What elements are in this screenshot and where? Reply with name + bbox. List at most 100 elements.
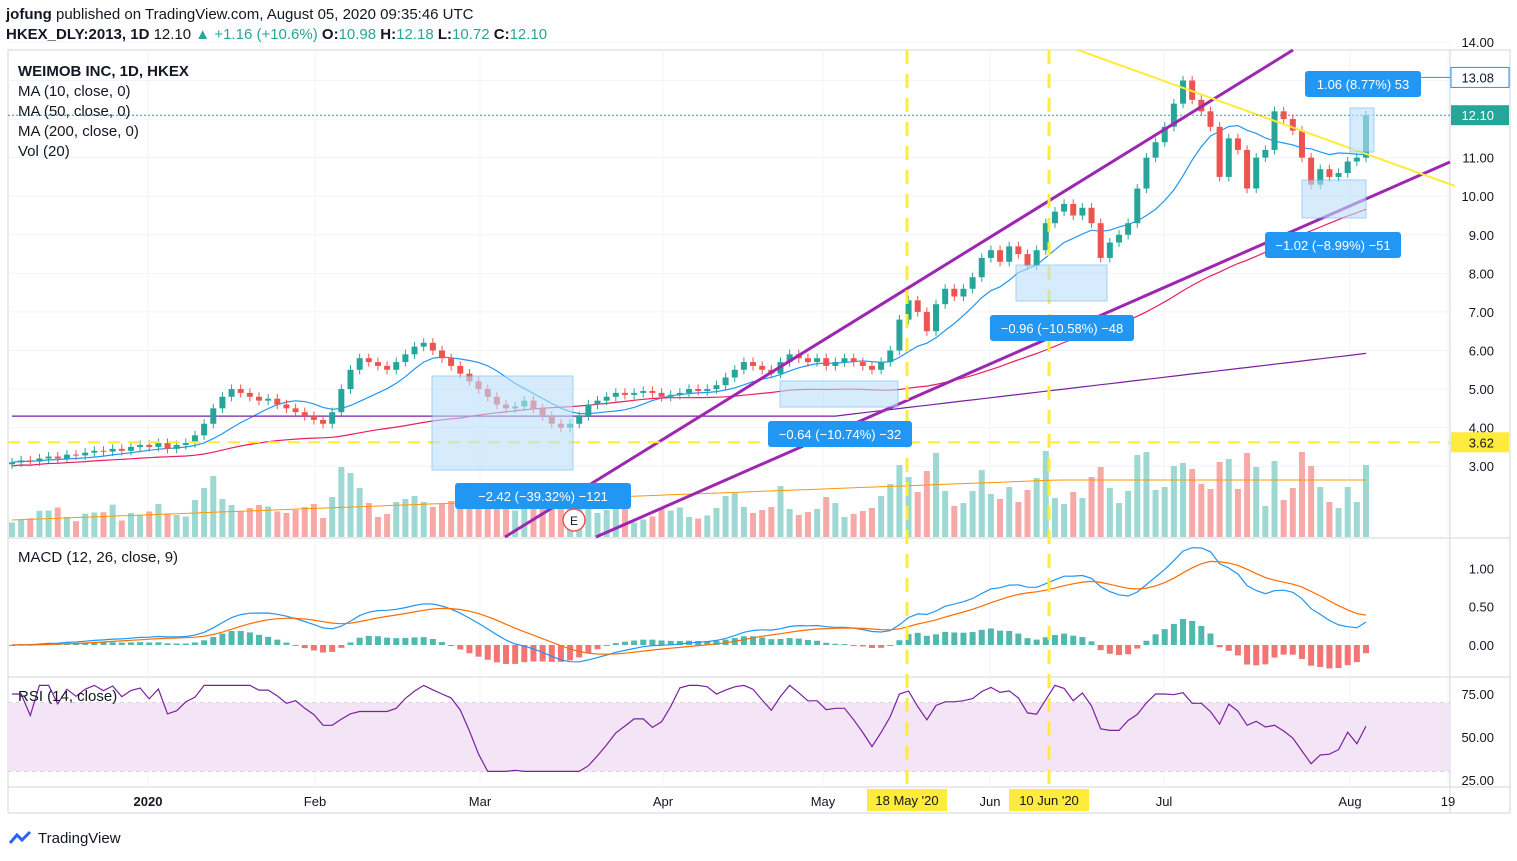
macd-hist-bar [1015, 633, 1022, 645]
tradingview-footer[interactable]: TradingView [8, 829, 121, 847]
candle-body [786, 354, 793, 363]
volume-bar [951, 506, 958, 537]
macd-hist-bar [475, 645, 482, 657]
macd-hist-bar [100, 642, 107, 645]
chart-frame [7, 49, 1511, 788]
volume-bar [1308, 466, 1315, 537]
volume-bar [777, 486, 784, 537]
rsi-band [8, 702, 1450, 772]
resistance-line [1077, 49, 1456, 187]
legend-line-1: MA (10, close, 0) [18, 83, 131, 100]
brand-name: TradingView [38, 829, 121, 847]
macd-hist-bar [173, 643, 180, 645]
volume-bar [265, 506, 272, 537]
macd-hist-bar [1344, 645, 1351, 666]
candle-body [1033, 250, 1040, 266]
candle-body [804, 358, 811, 363]
volume-bar [420, 502, 427, 537]
candle-body [1262, 149, 1269, 158]
macd-hist-bar [1189, 620, 1196, 645]
candle-body [1180, 80, 1187, 104]
candle-body [1207, 111, 1214, 127]
macd-hist-bar [960, 632, 967, 645]
measure-box [1301, 179, 1367, 219]
macd-hist-bar [493, 645, 500, 663]
price-label-bg [1451, 105, 1509, 126]
volume-bar [1051, 498, 1058, 537]
candle-body [329, 412, 336, 424]
candle-body [393, 362, 400, 370]
volume-bar [182, 516, 189, 537]
volume-bar [585, 498, 592, 537]
macd-hist-bar [420, 637, 427, 645]
rsi-legend: RSI (14, close) [18, 688, 117, 705]
macd-hist-bar [713, 640, 720, 645]
volume-bar [466, 495, 473, 537]
volume-bar [457, 498, 464, 537]
volume-bar [82, 513, 89, 537]
macd-hist-bar [1152, 634, 1159, 645]
volume-bar [1161, 487, 1168, 537]
macd-hist-bar [649, 639, 656, 645]
volume-bar [164, 513, 171, 537]
macd-hist-bar [1289, 645, 1296, 655]
candle-body [1006, 246, 1013, 262]
macd-hist-bar [329, 645, 336, 652]
macd-hist-bar [740, 636, 747, 645]
volume-bar [475, 509, 482, 537]
macd-hist-bar [1125, 645, 1132, 655]
tradingview-logo-icon [8, 830, 32, 844]
candle-body [887, 350, 894, 363]
volume-bar [667, 510, 674, 537]
lower-trendline [595, 160, 1451, 539]
volume-bar [1244, 453, 1251, 537]
measure-label: −1.02 (−8.99%) −51 [1275, 238, 1390, 253]
volume-bar [100, 512, 107, 537]
volume-bar [768, 507, 775, 537]
candle-body [1015, 246, 1022, 255]
candle-body [1051, 211, 1058, 224]
volume-bar [997, 499, 1004, 537]
candle-body [137, 444, 144, 447]
candle-body [36, 458, 43, 462]
volume-bar [548, 502, 555, 537]
candle-body [1106, 242, 1113, 258]
volume-bar [402, 499, 409, 537]
candle-body [292, 408, 299, 413]
macd-hist-bar [667, 640, 674, 645]
volume-bar [722, 496, 729, 537]
macd-hist-bar [631, 640, 638, 645]
legend-line-4: Vol (20) [18, 143, 70, 160]
candle-body [951, 288, 958, 297]
macd-hist-bar [393, 638, 400, 645]
macd-tick-label: 0.50 [1469, 600, 1494, 615]
candle-body [850, 358, 857, 363]
volume-bar [438, 504, 445, 537]
ma50-line [11, 208, 1367, 467]
volume-bar [127, 513, 134, 537]
author[interactable]: jofung [6, 6, 52, 23]
candle-body [759, 365, 766, 370]
macd-hist-bar [1271, 645, 1278, 658]
candle-body [1216, 126, 1223, 177]
volume-ma-line [11, 479, 1366, 521]
candle-body [896, 319, 903, 351]
macd-hist-bar [1308, 645, 1315, 666]
measure-box [1349, 107, 1375, 153]
volume-bar [228, 505, 235, 537]
date-label-bg [867, 789, 947, 811]
macd-hist-bar [1180, 618, 1187, 645]
volume-bar [1180, 463, 1187, 537]
open-value: 10.98 [338, 26, 377, 43]
volume-bar [640, 519, 647, 537]
candle-body [603, 396, 610, 401]
volume-bar [731, 493, 738, 537]
volume-bar [384, 514, 391, 537]
volume-bar [365, 503, 372, 537]
macd-hist-bar [503, 645, 510, 664]
volume-bar [310, 504, 317, 537]
volume-bar [347, 473, 354, 537]
rsi-tick-label: 75.00 [1461, 687, 1494, 702]
time-tick-label: Feb [304, 794, 326, 809]
macd-hist-bar [868, 645, 875, 648]
